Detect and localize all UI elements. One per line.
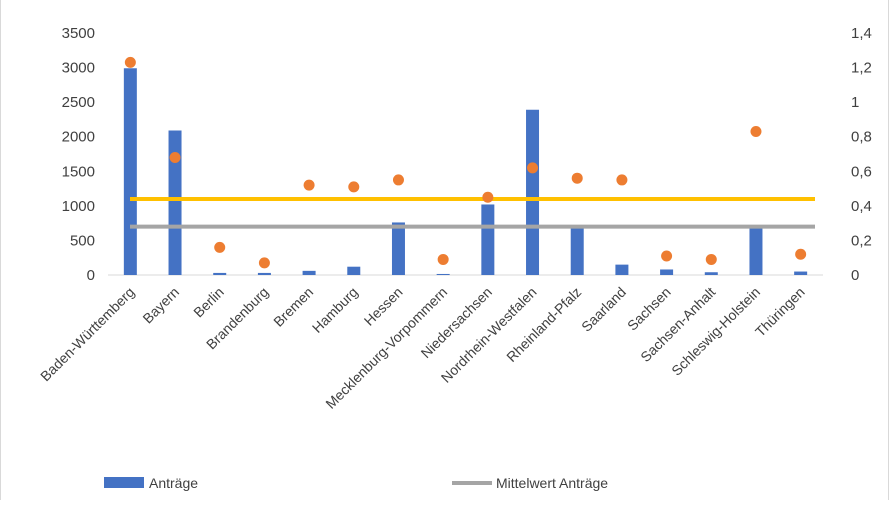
category-label-14: Schleswig-Holstein xyxy=(668,284,763,379)
category-label-15: Thüringen xyxy=(752,284,808,340)
legend-label-antraege: Anträge xyxy=(149,475,198,491)
right-tick-label: 1,4 xyxy=(851,25,872,42)
bar-3 xyxy=(257,272,271,275)
right-tick-label: 1,2 xyxy=(851,60,872,77)
category-label-0: Baden-Württemberg xyxy=(37,284,137,384)
point-1 xyxy=(169,151,181,163)
left-tick-label: 0 xyxy=(87,267,95,284)
point-6 xyxy=(392,174,404,186)
bar-15 xyxy=(794,271,808,275)
bar-7 xyxy=(436,273,450,275)
right-tick-label: 0,4 xyxy=(851,198,872,215)
category-label-2: Berlin xyxy=(190,284,227,321)
point-8 xyxy=(482,191,494,203)
bar-2 xyxy=(213,272,227,275)
bar-4 xyxy=(302,270,316,275)
plot-area xyxy=(108,56,823,276)
point-4 xyxy=(303,179,315,191)
bar-0 xyxy=(123,68,137,276)
right-tick-label: 0,2 xyxy=(851,232,872,249)
point-7 xyxy=(437,253,449,265)
legend-label-mittelwert: Mittelwert Anträge xyxy=(496,475,608,491)
category-label-11: Saarland xyxy=(578,284,629,335)
category-axis: Baden-Württemberg Bayern BerlinBrandenburg… xyxy=(37,284,808,412)
point-0 xyxy=(124,56,136,68)
right-axis: 0 0,2 0,4 0,6 0,8 1 1,2 1,4 xyxy=(851,25,872,284)
bar-5 xyxy=(347,266,361,275)
point-5 xyxy=(348,181,360,193)
legend-swatch-antraege xyxy=(104,477,144,488)
legend: Anträge Mittelwert Anträge xyxy=(104,475,608,491)
point-10 xyxy=(571,172,583,184)
left-tick-label: 500 xyxy=(70,232,95,249)
point-14 xyxy=(750,126,762,138)
point-2 xyxy=(214,241,226,253)
left-tick-label: 2000 xyxy=(62,129,95,146)
left-tick-label: 1500 xyxy=(62,163,95,180)
right-tick-label: 0 xyxy=(851,267,859,284)
right-tick-label: 0,6 xyxy=(851,163,872,180)
bar-8 xyxy=(481,204,495,275)
left-axis: 0 500 1000 1500 2000 2500 3000 3500 xyxy=(62,25,95,284)
left-tick-label: 1000 xyxy=(62,198,95,215)
point-12 xyxy=(661,250,673,262)
category-label-6: Hessen xyxy=(361,284,406,329)
point-13 xyxy=(705,253,717,265)
category-label-5: Hamburg xyxy=(309,284,361,336)
bar-11 xyxy=(615,264,629,275)
left-tick-label: 3500 xyxy=(62,25,95,42)
point-15 xyxy=(795,248,807,260)
right-tick-label: 0,8 xyxy=(851,129,872,146)
bar-13 xyxy=(704,272,718,275)
category-label-1: Bayern xyxy=(139,284,182,327)
point-11 xyxy=(616,174,628,186)
bar-6 xyxy=(391,222,405,275)
point-9 xyxy=(527,162,539,174)
bar-9 xyxy=(526,109,540,276)
left-tick-label: 3000 xyxy=(62,60,95,77)
point-3 xyxy=(258,257,270,269)
bar-14 xyxy=(749,227,763,275)
bar-12 xyxy=(660,269,674,275)
bar-10 xyxy=(570,227,584,275)
bar-1 xyxy=(168,130,182,275)
right-tick-label: 1 xyxy=(851,94,859,111)
left-tick-label: 2500 xyxy=(62,94,95,111)
